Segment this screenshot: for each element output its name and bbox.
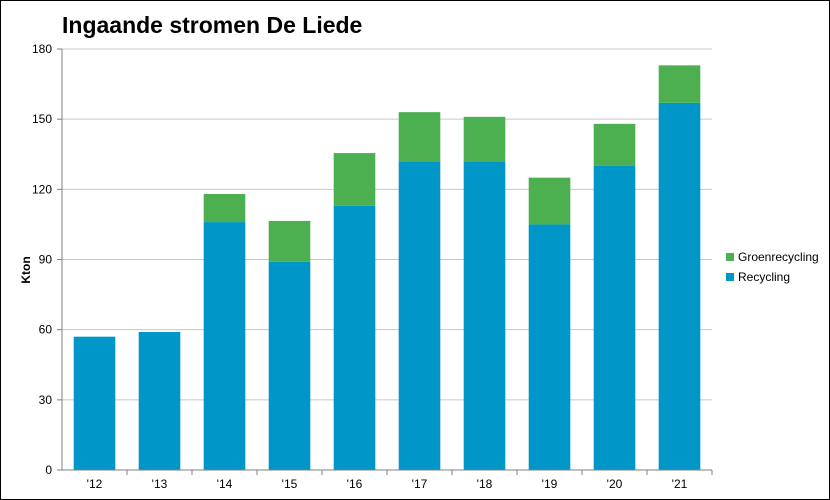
x-tick-label: '19: [542, 477, 558, 491]
legend-label-groenrecycling: Groenrecycling: [738, 250, 819, 264]
bar-groenrecycling: [658, 65, 701, 103]
x-tick-label: '17: [412, 477, 428, 491]
y-tick-label: 180: [32, 42, 52, 56]
bar-groenrecycling: [203, 194, 246, 223]
y-tick-label: 150: [32, 112, 52, 126]
y-tick-labels: 0 30 60 90 120 150 180: [32, 42, 52, 477]
bar-recycling: [658, 102, 701, 471]
y-axis-title: Kton: [19, 256, 33, 283]
bar-groenrecycling: [333, 153, 376, 206]
x-tick-labels: '12 '13 '14 '15 '16 '17 '18 '19 '20 '21: [87, 477, 688, 491]
x-tick-label: '13: [152, 477, 168, 491]
legend-label-recycling: Recycling: [738, 270, 790, 284]
x-tick-label: '12: [87, 477, 103, 491]
bar-recycling: [528, 224, 571, 470]
bar-recycling: [268, 261, 311, 470]
axes: [61, 49, 713, 475]
bar-groenrecycling: [528, 177, 571, 225]
y-tick-label: 0: [45, 463, 52, 477]
y-tick-label: 90: [39, 253, 53, 267]
chart-title: Ingaande stromen De Liede: [62, 12, 363, 38]
bar-recycling: [593, 165, 636, 470]
bar-recycling: [138, 332, 181, 470]
bar-recycling: [203, 222, 246, 470]
bar-recycling: [398, 161, 441, 470]
y-tick-label: 120: [32, 182, 52, 196]
bar-groenrecycling: [398, 112, 441, 162]
x-tick-label: '18: [477, 477, 493, 491]
legend: Groenrecycling Recycling: [726, 250, 819, 284]
x-tick-label: '16: [347, 477, 363, 491]
bar-recycling: [463, 161, 506, 470]
x-tick-label: '21: [672, 477, 688, 491]
legend-swatch-recycling: [726, 273, 734, 281]
bar-groenrecycling: [268, 220, 311, 262]
x-tick-label: '20: [607, 477, 623, 491]
x-tick-label: '15: [282, 477, 298, 491]
legend-swatch-groenrecycling: [726, 253, 734, 261]
bar-recycling: [333, 205, 376, 470]
y-tick-label: 60: [39, 323, 53, 337]
bar-groenrecycling: [463, 116, 506, 162]
x-tick-label: '14: [217, 477, 233, 491]
bar-groenrecycling: [593, 123, 636, 166]
bar-recycling: [73, 336, 116, 470]
y-tick-label: 30: [39, 393, 53, 407]
bars: [73, 65, 701, 471]
